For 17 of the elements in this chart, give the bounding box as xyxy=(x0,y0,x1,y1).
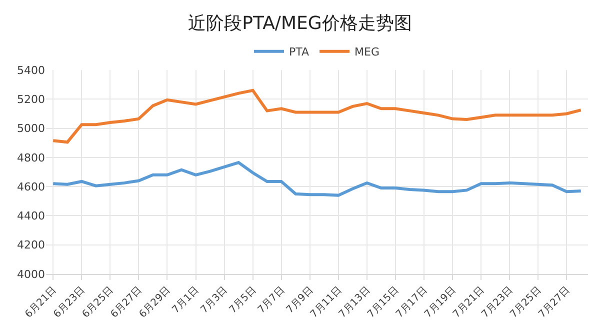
x-tick-label: 7月7日 xyxy=(256,284,287,316)
legend-label: MEG xyxy=(354,46,380,59)
y-tick-label: 5200 xyxy=(17,92,45,106)
line-series xyxy=(52,161,582,197)
legend-label: PTA xyxy=(289,46,310,59)
x-tick-label: 7月5日 xyxy=(228,284,258,316)
y-tick-label: 4400 xyxy=(17,210,45,223)
y-tick-label: 4000 xyxy=(17,268,45,281)
y-tick-label: 4200 xyxy=(17,238,45,252)
y-tick-label: 4600 xyxy=(17,180,45,194)
x-tick-label: 7月3日 xyxy=(199,284,230,316)
y-tick-label: 5400 xyxy=(17,64,45,77)
x-tick-label: 7月1日 xyxy=(170,284,202,316)
chart-title: 近阶段PTA/MEG价格走势图 xyxy=(188,13,412,34)
line-series xyxy=(52,88,582,144)
y-tick-label: 5000 xyxy=(17,122,45,136)
y-tick-label: 4800 xyxy=(17,151,45,164)
